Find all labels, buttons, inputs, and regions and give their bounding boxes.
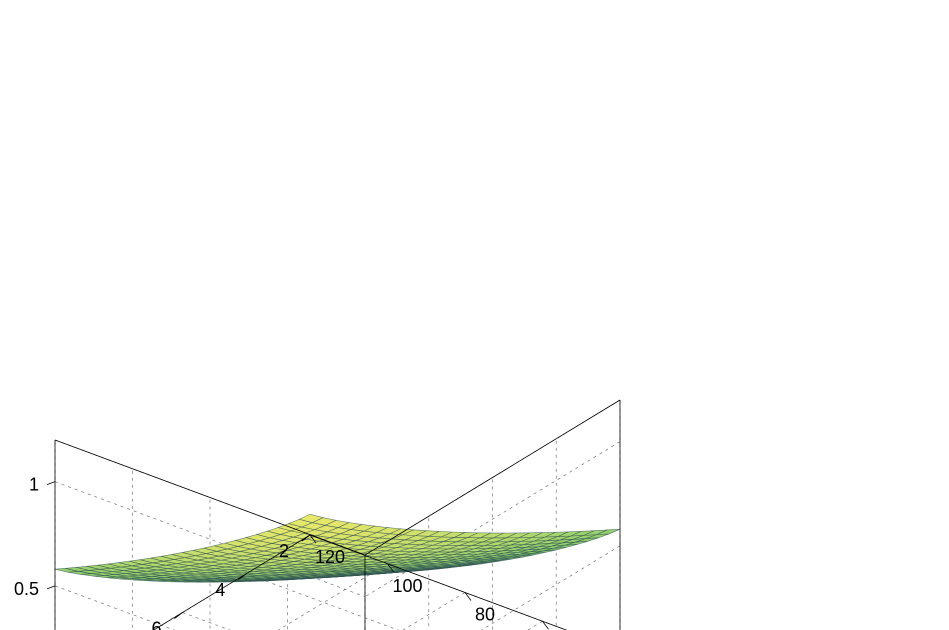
svg-text:0.5: 0.5 [14, 579, 39, 599]
svg-text:2: 2 [279, 541, 289, 561]
svg-text:1: 1 [29, 475, 39, 495]
surface-chart: 40608010012024681000.51 vc [μm/min]ap [μ… [0, 0, 949, 630]
svg-text:100: 100 [392, 576, 422, 596]
svg-text:120: 120 [315, 547, 345, 567]
svg-text:6: 6 [151, 619, 161, 630]
svg-text:4: 4 [215, 580, 225, 600]
svg-text:80: 80 [475, 605, 495, 625]
